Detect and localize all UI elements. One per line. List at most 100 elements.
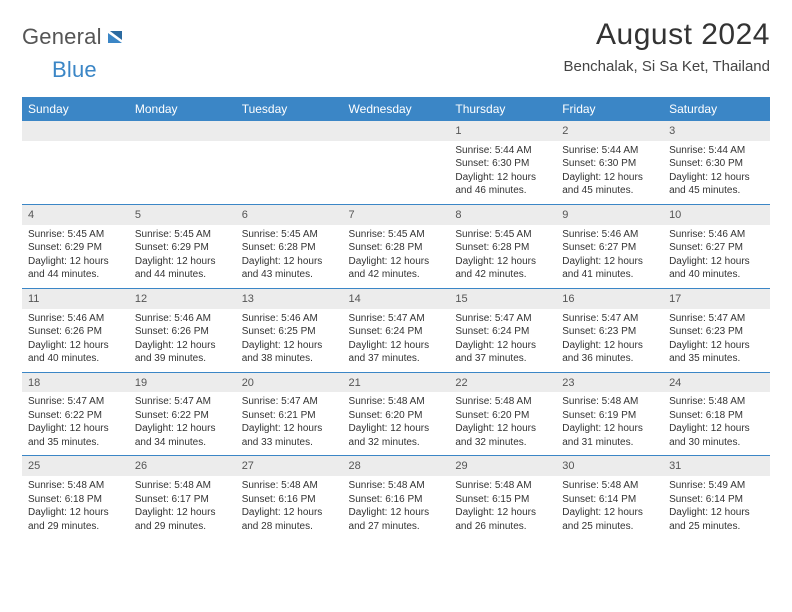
daylight-text: and 31 minutes. [562,436,657,450]
calendar-day-cell: 30Sunrise: 5:48 AMSunset: 6:14 PMDayligh… [556,456,663,539]
day-number: 22 [449,373,556,393]
calendar-day-cell: 4Sunrise: 5:45 AMSunset: 6:29 PMDaylight… [22,204,129,288]
day-details: Sunrise: 5:47 AMSunset: 6:21 PMDaylight:… [236,392,343,455]
sunset-text: Sunset: 6:26 PM [135,325,230,339]
daylight-text: Daylight: 12 hours [455,255,550,269]
weekday-header: Friday [556,97,663,121]
day-details: Sunrise: 5:46 AMSunset: 6:26 PMDaylight:… [22,309,129,372]
brand-logo: General [22,18,132,50]
day-details: Sunrise: 5:45 AMSunset: 6:28 PMDaylight:… [236,225,343,288]
daylight-text: and 32 minutes. [349,436,444,450]
sunrise-text: Sunrise: 5:47 AM [28,395,123,409]
daylight-text: Daylight: 12 hours [135,339,230,353]
daylight-text: and 36 minutes. [562,352,657,366]
daylight-text: Daylight: 12 hours [562,171,657,185]
daylight-text: Daylight: 12 hours [135,422,230,436]
sunset-text: Sunset: 6:29 PM [28,241,123,255]
day-details-empty [129,141,236,199]
calendar-week-row: 11Sunrise: 5:46 AMSunset: 6:26 PMDayligh… [22,288,770,372]
day-details: Sunrise: 5:48 AMSunset: 6:19 PMDaylight:… [556,392,663,455]
day-details: Sunrise: 5:44 AMSunset: 6:30 PMDaylight:… [449,141,556,204]
calendar-day-cell: 18 Sunrise: 5:47 AMSunset: 6:22 PMDayligh… [22,372,129,456]
day-number: 31 [663,456,770,476]
day-number: 4 [22,205,129,225]
calendar-day-cell: 14Sunrise: 5:47 AMSunset: 6:24 PMDayligh… [343,288,450,372]
calendar-day-cell: 10Sunrise: 5:46 AMSunset: 6:27 PMDayligh… [663,204,770,288]
day-details: Sunrise: 5:48 AMSunset: 6:16 PMDaylight:… [236,476,343,539]
calendar-day-cell: 20Sunrise: 5:47 AMSunset: 6:21 PMDayligh… [236,372,343,456]
daylight-text: and 38 minutes. [242,352,337,366]
daylight-text: and 39 minutes. [135,352,230,366]
calendar-day-cell: 7Sunrise: 5:45 AMSunset: 6:28 PMDaylight… [343,204,450,288]
day-details: Sunrise: 5:46 AMSunset: 6:27 PMDaylight:… [663,225,770,288]
daylight-text: Daylight: 12 hours [242,422,337,436]
daylight-text: and 44 minutes. [28,268,123,282]
daylight-text: and 25 minutes. [562,520,657,534]
daylight-text: Daylight: 12 hours [455,506,550,520]
sunrise-text: Sunrise: 5:48 AM [28,479,123,493]
sunset-text: Sunset: 6:23 PM [669,325,764,339]
brand-text-1: General [22,24,102,50]
day-details: Sunrise: 5:44 AMSunset: 6:30 PMDaylight:… [556,141,663,204]
sunrise-text: Sunrise: 5:49 AM [669,479,764,493]
day-number: 16 [556,289,663,309]
daylight-text: and 43 minutes. [242,268,337,282]
sunset-text: Sunset: 6:28 PM [242,241,337,255]
daylight-text: and 25 minutes. [669,520,764,534]
sunrise-text: Sunrise: 5:48 AM [135,479,230,493]
day-number: 30 [556,456,663,476]
sunset-text: Sunset: 6:22 PM [135,409,230,423]
daylight-text: Daylight: 12 hours [28,506,123,520]
sunset-text: Sunset: 6:24 PM [349,325,444,339]
day-details: Sunrise: 5:49 AMSunset: 6:14 PMDaylight:… [663,476,770,539]
day-details-empty [236,141,343,199]
day-number: 17 [663,289,770,309]
sunrise-text: Sunrise: 5:45 AM [135,228,230,242]
weekday-header: Wednesday [343,97,450,121]
sunrise-text: Sunrise: 5:46 AM [242,312,337,326]
daylight-text: and 41 minutes. [562,268,657,282]
calendar-week-row: 25Sunrise: 5:48 AMSunset: 6:18 PMDayligh… [22,456,770,539]
day-number: 21 [343,373,450,393]
day-number: 18 [22,373,129,393]
calendar-day-cell: 3Sunrise: 5:44 AMSunset: 6:30 PMDaylight… [663,121,770,204]
day-number-empty [343,121,450,141]
calendar-day-cell: 28Sunrise: 5:48 AMSunset: 6:16 PMDayligh… [343,456,450,539]
daylight-text: and 26 minutes. [455,520,550,534]
day-number: 3 [663,121,770,141]
sunset-text: Sunset: 6:28 PM [349,241,444,255]
month-title: August 2024 [563,18,770,52]
calendar-day-cell: 5Sunrise: 5:45 AMSunset: 6:29 PMDaylight… [129,204,236,288]
day-details: Sunrise: 5:47 AMSunset: 6:24 PMDaylight:… [449,309,556,372]
sunrise-text: Sunrise: 5:48 AM [349,395,444,409]
daylight-text: Daylight: 12 hours [562,506,657,520]
day-number: 10 [663,205,770,225]
daylight-text: Daylight: 12 hours [669,171,764,185]
day-number-empty [22,121,129,141]
calendar-day-cell: 1Sunrise: 5:44 AMSunset: 6:30 PMDaylight… [449,121,556,204]
daylight-text: Daylight: 12 hours [455,422,550,436]
day-number: 9 [556,205,663,225]
day-details: Sunrise: 5:45 AMSunset: 6:28 PMDaylight:… [449,225,556,288]
calendar-week-row: 4 Sunrise: 5:45 AM Sunset: 6:29 PM Daylight… [22,204,770,288]
calendar-table: Sunday Monday Tuesday Wednesday Thursday… [22,97,770,539]
calendar-day-cell: 21Sunrise: 5:48 AMSunset: 6:20 PMDayligh… [343,372,450,456]
day-number: 15 [449,289,556,309]
sunset-text: Sunset: 6:23 PM [562,325,657,339]
daylight-text: and 37 minutes. [349,352,444,366]
sunrise-text: Sunrise: 5:46 AM [562,228,657,242]
daylight-text: Daylight: 12 hours [349,506,444,520]
sunrise-text: Sunrise: 5:48 AM [669,395,764,409]
calendar-day-cell: 22Sunrise: 5:48 AMSunset: 6:20 PMDayligh… [449,372,556,456]
daylight-text: and 46 minutes. [455,184,550,198]
sunset-text: Sunset: 6:22 PM [28,409,123,423]
day-details: Sunrise: 5:47 AMSunset: 6:22 PMDaylight:… [129,392,236,455]
daylight-text: Daylight: 12 hours [28,422,123,436]
calendar-day-cell: 13Sunrise: 5:46 AMSunset: 6:25 PMDayligh… [236,288,343,372]
weekday-header: Sunday [22,97,129,121]
sunset-text: Sunset: 6:30 PM [669,157,764,171]
sunrise-text: Sunrise: 5:46 AM [669,228,764,242]
day-details: Sunrise: 5:48 AMSunset: 6:20 PMDaylight:… [449,392,556,455]
day-number: 2 [556,121,663,141]
day-number: 28 [343,456,450,476]
